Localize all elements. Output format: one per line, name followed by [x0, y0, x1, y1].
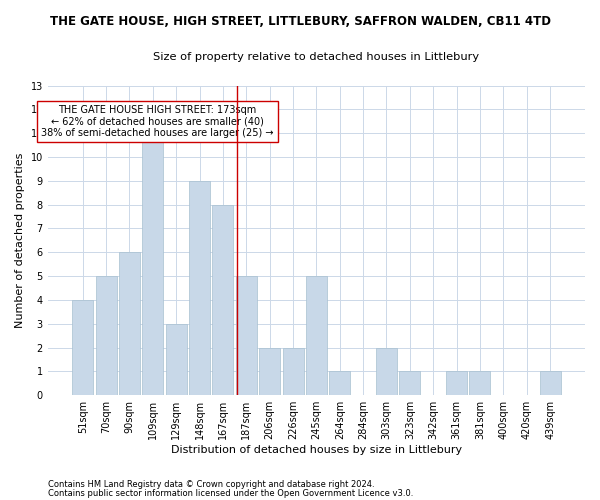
X-axis label: Distribution of detached houses by size in Littlebury: Distribution of detached houses by size … — [171, 445, 462, 455]
Title: Size of property relative to detached houses in Littlebury: Size of property relative to detached ho… — [154, 52, 479, 62]
Bar — [72, 300, 93, 395]
Bar — [539, 372, 560, 395]
Bar — [446, 372, 467, 395]
Bar — [283, 348, 304, 395]
Text: THE GATE HOUSE HIGH STREET: 173sqm
← 62% of detached houses are smaller (40)
38%: THE GATE HOUSE HIGH STREET: 173sqm ← 62%… — [41, 104, 274, 138]
Bar — [306, 276, 327, 395]
Bar — [166, 324, 187, 395]
Text: THE GATE HOUSE, HIGH STREET, LITTLEBURY, SAFFRON WALDEN, CB11 4TD: THE GATE HOUSE, HIGH STREET, LITTLEBURY,… — [49, 15, 551, 28]
Text: Contains HM Land Registry data © Crown copyright and database right 2024.: Contains HM Land Registry data © Crown c… — [48, 480, 374, 489]
Bar — [236, 276, 257, 395]
Bar — [189, 181, 210, 395]
Bar — [469, 372, 490, 395]
Bar — [95, 276, 116, 395]
Bar — [142, 133, 163, 395]
Y-axis label: Number of detached properties: Number of detached properties — [15, 152, 25, 328]
Bar — [376, 348, 397, 395]
Bar — [329, 372, 350, 395]
Bar — [259, 348, 280, 395]
Bar — [119, 252, 140, 395]
Text: Contains public sector information licensed under the Open Government Licence v3: Contains public sector information licen… — [48, 489, 413, 498]
Bar — [212, 204, 233, 395]
Bar — [400, 372, 421, 395]
